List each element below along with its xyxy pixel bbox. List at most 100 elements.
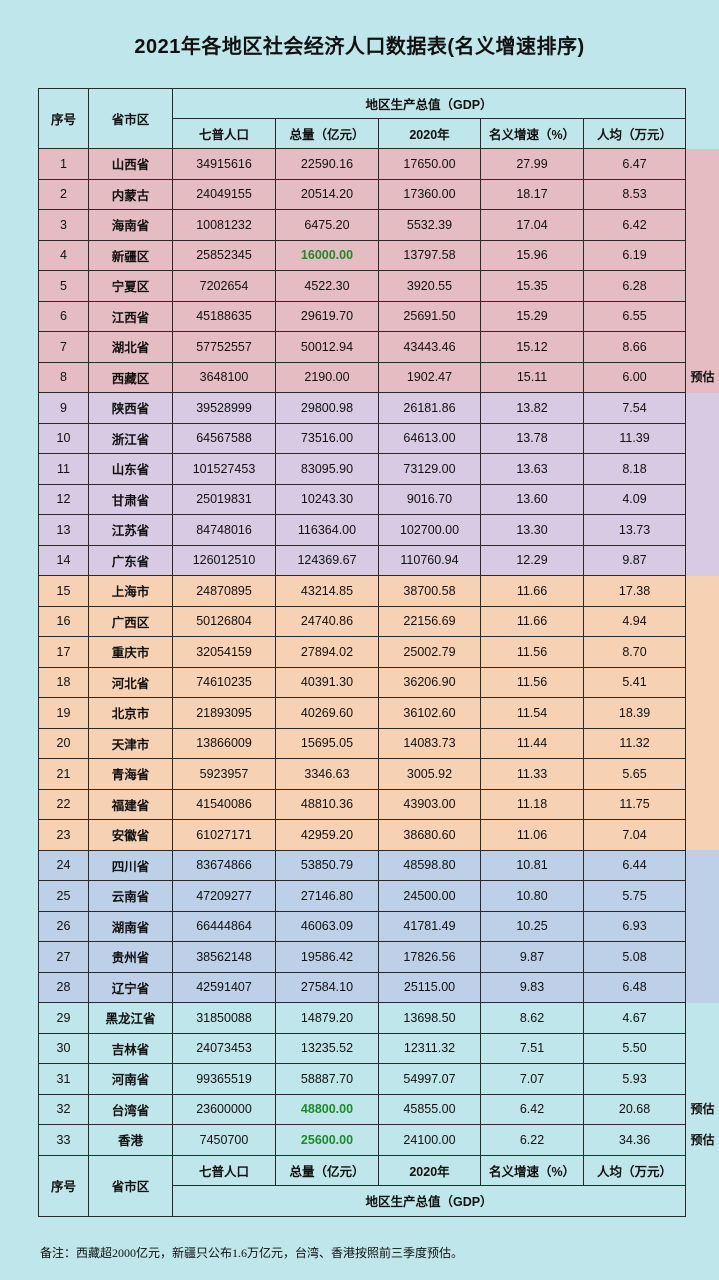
cell-province: 河北省 xyxy=(88,666,173,698)
cell-province: 江西省 xyxy=(88,300,173,332)
cell-population: 24073453 xyxy=(172,1032,276,1064)
cell-gdp-2020: 38700.58 xyxy=(378,575,481,607)
cell-gdp-total: 27894.02 xyxy=(275,636,379,668)
table-row: 30 吉林省 24073453 13235.52 12311.32 7.51 5.50 xyxy=(38,1032,687,1064)
cell-population: 38562148 xyxy=(172,941,276,973)
cell-per-capita: 5.08 xyxy=(582,941,687,973)
cell-idx: 13 xyxy=(38,514,89,546)
cell-province: 香港 xyxy=(88,1124,173,1156)
cell-gdp-total: 83095.90 xyxy=(275,453,379,485)
cell-growth: 8.62 xyxy=(480,1002,584,1034)
header-population: 七普人口 xyxy=(172,118,276,149)
header-per-capita: 人均（万元） xyxy=(582,118,687,149)
cell-idx: 14 xyxy=(38,544,89,576)
cell-population: 61027171 xyxy=(172,819,276,851)
cell-gdp-2020: 73129.00 xyxy=(378,453,481,485)
cell-growth: 11.18 xyxy=(480,788,584,820)
cell-gdp-total: 27584.10 xyxy=(275,971,379,1003)
cell-growth: 12.29 xyxy=(480,544,584,576)
cell-province: 青海省 xyxy=(88,758,173,790)
cell-population: 57752557 xyxy=(172,331,276,363)
header-idx: 序号 xyxy=(38,88,89,149)
cell-population: 83674866 xyxy=(172,849,276,881)
cell-per-capita: 6.93 xyxy=(582,910,687,942)
cell-population: 126012510 xyxy=(172,544,276,576)
cell-gdp-2020: 41781.49 xyxy=(378,910,481,942)
table-row: 11 山东省 101527453 83095.90 73129.00 13.63 8.18 xyxy=(38,453,687,485)
cell-per-capita: 4.94 xyxy=(582,605,687,637)
table-row: 20 天津市 13866009 15695.05 14083.73 11.44 11.32 xyxy=(38,727,687,759)
footer-growth: 名义增速（%） xyxy=(480,1154,584,1186)
cell-per-capita: 5.75 xyxy=(582,880,687,912)
cell-gdp-total: 24740.86 xyxy=(275,605,379,637)
table-row: 23 安徽省 61027171 42959.20 38680.60 11.06 7.04 xyxy=(38,819,687,851)
cell-per-capita: 6.00 xyxy=(582,361,687,393)
cell-per-capita: 20.68 xyxy=(582,1093,687,1125)
footer-province: 省市区 xyxy=(88,1154,173,1217)
cell-per-capita: 5.93 xyxy=(582,1063,687,1095)
side-note-estimate: 预估 xyxy=(690,1102,715,1116)
cell-gdp-2020: 45855.00 xyxy=(378,1093,481,1125)
cell-province: 黑龙江省 xyxy=(88,1002,173,1034)
cell-gdp-2020: 17360.00 xyxy=(378,178,481,210)
cell-province: 云南省 xyxy=(88,880,173,912)
table-row: 7 湖北省 57752557 50012.94 43443.46 15.12 8.66 xyxy=(38,331,687,363)
header-gdp-2020: 2020年 xyxy=(378,118,481,149)
table-row: 4 新疆区 25852345 16000.00 13797.58 15.96 6.19 xyxy=(38,239,687,271)
cell-idx: 4 xyxy=(38,239,89,271)
cell-gdp-2020: 25115.00 xyxy=(378,971,481,1003)
footnote: 备注：西藏超2000亿元，新疆只公布1.6万亿元，台湾、香港按照前三季度预估。 xyxy=(40,1246,464,1260)
cell-growth: 13.30 xyxy=(480,514,584,546)
cell-growth: 15.96 xyxy=(480,239,584,271)
cell-growth: 11.33 xyxy=(480,758,584,790)
table-row: 31 河南省 99365519 58887.70 54997.07 7.07 5.93 xyxy=(38,1063,687,1095)
cell-idx: 20 xyxy=(38,727,89,759)
header-growth: 名义增速（%） xyxy=(480,118,584,149)
cell-province: 山东省 xyxy=(88,453,173,485)
table-row: 15 上海市 24870895 43214.85 38700.58 11.66 17.38 xyxy=(38,575,687,607)
cell-province: 内蒙古 xyxy=(88,178,173,210)
cell-population: 42591407 xyxy=(172,971,276,1003)
cell-province: 广东省 xyxy=(88,544,173,576)
table-row: 24 四川省 83674866 53850.79 48598.80 10.81 6.44 xyxy=(38,849,687,881)
table-row: 22 福建省 41540086 48810.36 43903.00 11.18 11.75 xyxy=(38,788,687,820)
cell-idx: 29 xyxy=(38,1002,89,1034)
cell-population: 101527453 xyxy=(172,453,276,485)
cell-population: 39528999 xyxy=(172,392,276,424)
table-row: 19 北京市 21893095 40269.60 36102.60 11.54 18.39 xyxy=(38,697,687,729)
table-row: 8 西藏区 3648100 2190.00 1902.47 15.11 6.00 xyxy=(38,361,687,393)
side-color-band xyxy=(686,392,719,576)
cell-growth: 10.81 xyxy=(480,849,584,881)
cell-idx: 11 xyxy=(38,453,89,485)
cell-idx: 27 xyxy=(38,941,89,973)
cell-per-capita: 5.65 xyxy=(582,758,687,790)
cell-gdp-2020: 54997.07 xyxy=(378,1063,481,1095)
cell-per-capita: 6.47 xyxy=(582,148,687,180)
cell-per-capita: 8.18 xyxy=(582,453,687,485)
cell-province: 上海市 xyxy=(88,575,173,607)
table-row: 29 黑龙江省 31850088 14879.20 13698.50 8.62 4.67 xyxy=(38,1002,687,1034)
cell-growth: 15.11 xyxy=(480,361,584,393)
table-row: 33 香港 7450700 25600.00 24100.00 6.22 34.36 xyxy=(38,1124,687,1156)
cell-province: 吉林省 xyxy=(88,1032,173,1064)
cell-gdp-total: 73516.00 xyxy=(275,422,379,454)
cell-population: 21893095 xyxy=(172,697,276,729)
side-note-estimate: 预估 xyxy=(690,370,715,384)
cell-gdp-2020: 22156.69 xyxy=(378,605,481,637)
cell-population: 24870895 xyxy=(172,575,276,607)
cell-idx: 8 xyxy=(38,361,89,393)
cell-gdp-total: 16000.00 xyxy=(275,239,379,271)
cell-growth: 11.54 xyxy=(480,697,584,729)
cell-population: 31850088 xyxy=(172,1002,276,1034)
cell-province: 海南省 xyxy=(88,209,173,241)
cell-idx: 21 xyxy=(38,758,89,790)
cell-gdp-total: 25600.00 xyxy=(275,1124,379,1156)
cell-gdp-2020: 102700.00 xyxy=(378,514,481,546)
cell-gdp-2020: 110760.94 xyxy=(378,544,481,576)
cell-gdp-total: 6475.20 xyxy=(275,209,379,241)
cell-idx: 2 xyxy=(38,178,89,210)
cell-gdp-total: 46063.09 xyxy=(275,910,379,942)
cell-per-capita: 8.70 xyxy=(582,636,687,668)
cell-gdp-2020: 38680.60 xyxy=(378,819,481,851)
cell-gdp-2020: 12311.32 xyxy=(378,1032,481,1064)
